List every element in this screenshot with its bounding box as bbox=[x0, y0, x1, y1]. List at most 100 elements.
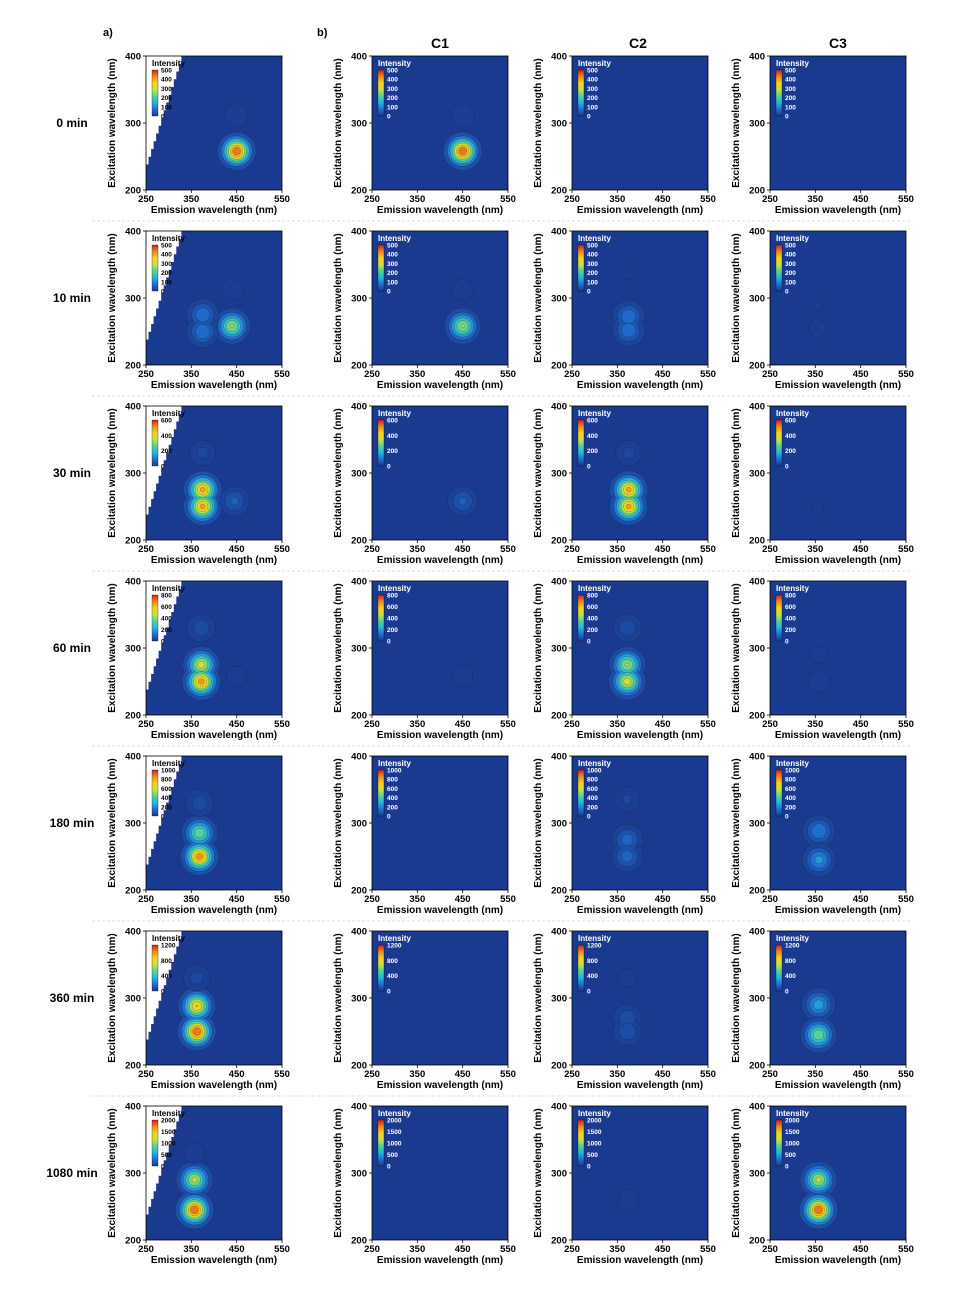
x-axis-title: Emission wavelength (nm) bbox=[377, 205, 503, 216]
contour-band bbox=[224, 103, 249, 127]
x-tick-label: 350 bbox=[807, 1244, 823, 1255]
plot-background bbox=[372, 231, 508, 365]
legend-tick-label: 400 bbox=[785, 616, 796, 623]
x-tick-label: 550 bbox=[500, 544, 516, 555]
legend-title: Intensity bbox=[378, 759, 411, 768]
y-tick-label: 400 bbox=[351, 227, 367, 238]
legend-tick-label: 200 bbox=[587, 448, 598, 455]
x-tick-label: 250 bbox=[138, 369, 154, 380]
x-tick-label: 250 bbox=[762, 1069, 778, 1080]
legend-colorbar bbox=[775, 769, 783, 817]
legend-tick-label: 1500 bbox=[785, 1129, 800, 1136]
y-tick-label: 400 bbox=[749, 927, 765, 938]
legend-title: Intensity bbox=[152, 234, 185, 243]
legend-colorbar bbox=[377, 69, 385, 117]
legend-colorbar bbox=[577, 769, 585, 817]
eem-panel: 250 350 450 550 200 300 400 Emission wavelength… bbox=[731, 752, 914, 917]
legend-tick-label: 300 bbox=[785, 86, 796, 93]
legend-tick-label: 0 bbox=[587, 989, 591, 996]
x-tick-label: 550 bbox=[700, 194, 716, 205]
y-tick-label: 200 bbox=[551, 186, 567, 197]
y-axis-title: Excitation wavelength (nm) bbox=[107, 1108, 118, 1237]
x-tick-label: 550 bbox=[898, 194, 914, 205]
legend-tick-label: 100 bbox=[387, 104, 398, 111]
legend-tick-label: 200 bbox=[161, 95, 172, 102]
x-tick-label: 450 bbox=[455, 194, 471, 205]
plot-background bbox=[572, 56, 708, 190]
eem-panel: 250 350 450 550 200 300 400 Emission wavelength… bbox=[333, 752, 516, 917]
legend-tick-label: 1000 bbox=[785, 1141, 800, 1148]
x-tick-label: 550 bbox=[898, 1244, 914, 1255]
x-tick-label: 450 bbox=[655, 1069, 671, 1080]
x-tick-label: 250 bbox=[762, 544, 778, 555]
x-tick-label: 350 bbox=[409, 1244, 425, 1255]
header-c3: C3 bbox=[829, 35, 847, 51]
y-tick-label: 400 bbox=[125, 227, 141, 238]
header-c2: C2 bbox=[629, 35, 647, 51]
contour-band bbox=[625, 503, 632, 510]
legend-tick-label: 400 bbox=[387, 973, 398, 980]
y-tick-label: 300 bbox=[351, 294, 367, 305]
legend-tick-label: 100 bbox=[587, 279, 598, 286]
x-axis-title: Emission wavelength (nm) bbox=[577, 730, 703, 741]
y-tick-label: 400 bbox=[351, 752, 367, 763]
x-axis-title: Emission wavelength (nm) bbox=[775, 730, 901, 741]
y-tick-label: 400 bbox=[351, 1102, 367, 1113]
legend-title: Intensity bbox=[776, 409, 809, 418]
legend-tick-label: 1200 bbox=[161, 943, 176, 950]
legend-tick-label: 500 bbox=[161, 68, 172, 75]
contour-band bbox=[810, 645, 828, 664]
legend-tick-label: 0 bbox=[387, 114, 391, 121]
legend-tick-label: 0 bbox=[785, 989, 789, 996]
legend-tick-label: 1000 bbox=[161, 768, 176, 775]
legend-tick-label: 1500 bbox=[587, 1129, 602, 1136]
time-label: 1080 min bbox=[46, 1166, 97, 1180]
x-tick-label: 550 bbox=[274, 369, 290, 380]
y-axis-title: Excitation wavelength (nm) bbox=[533, 758, 544, 887]
contour-band bbox=[814, 1205, 823, 1215]
y-tick-label: 400 bbox=[551, 577, 567, 588]
legend-tick-label: 400 bbox=[785, 433, 796, 440]
legend-colorbar bbox=[577, 594, 585, 642]
contour-band bbox=[619, 619, 636, 636]
x-tick-label: 250 bbox=[364, 369, 380, 380]
x-tick-label: 450 bbox=[853, 1069, 869, 1080]
legend-title: Intensity bbox=[152, 409, 185, 418]
contour-band bbox=[452, 665, 473, 687]
legend-colorbar bbox=[775, 69, 783, 117]
x-tick-label: 550 bbox=[700, 1069, 716, 1080]
legend-tick-label: 400 bbox=[161, 973, 172, 980]
y-tick-label: 400 bbox=[125, 52, 141, 63]
legend-tick-label: 400 bbox=[587, 616, 598, 623]
x-tick-label: 350 bbox=[409, 544, 425, 555]
y-axis-title: Excitation wavelength (nm) bbox=[107, 583, 118, 712]
legend-tick-label: 200 bbox=[587, 95, 598, 102]
legend-colorbar bbox=[377, 419, 385, 467]
x-tick-label: 350 bbox=[183, 1069, 199, 1080]
y-axis-title: Excitation wavelength (nm) bbox=[731, 1108, 742, 1237]
legend-tick-label: 800 bbox=[785, 593, 796, 600]
x-tick-label: 450 bbox=[655, 894, 671, 905]
contour-band bbox=[812, 299, 823, 310]
y-tick-label: 300 bbox=[125, 1169, 141, 1180]
x-tick-label: 250 bbox=[364, 719, 380, 730]
contour-band bbox=[811, 501, 824, 514]
legend-tick-label: 0 bbox=[785, 639, 789, 646]
legend-tick-label: 0 bbox=[587, 639, 591, 646]
x-tick-label: 450 bbox=[455, 894, 471, 905]
eem-panel: 250 350 450 550 200 300 400 Emission wavelength… bbox=[107, 52, 290, 217]
contour-band bbox=[191, 1177, 198, 1183]
x-tick-label: 350 bbox=[807, 719, 823, 730]
x-tick-label: 450 bbox=[229, 719, 245, 730]
legend-tick-label: 2000 bbox=[785, 1118, 800, 1125]
contour-band bbox=[460, 462, 465, 467]
legend-colorbar bbox=[775, 244, 783, 292]
legend-tick-label: 400 bbox=[587, 252, 598, 259]
eem-panel: 250 350 450 550 200 300 400 Emission wavelength… bbox=[533, 402, 716, 567]
eem-panel: 250 350 450 550 200 300 400 Emission wavelength… bbox=[333, 577, 516, 742]
time-label: 360 min bbox=[50, 991, 95, 1005]
y-axis-title: Excitation wavelength (nm) bbox=[333, 1108, 344, 1237]
contour-band bbox=[199, 487, 206, 493]
eem-panel: 250 350 450 550 200 300 400 Emission wavelength… bbox=[533, 227, 716, 392]
legend-colorbar bbox=[577, 244, 585, 292]
